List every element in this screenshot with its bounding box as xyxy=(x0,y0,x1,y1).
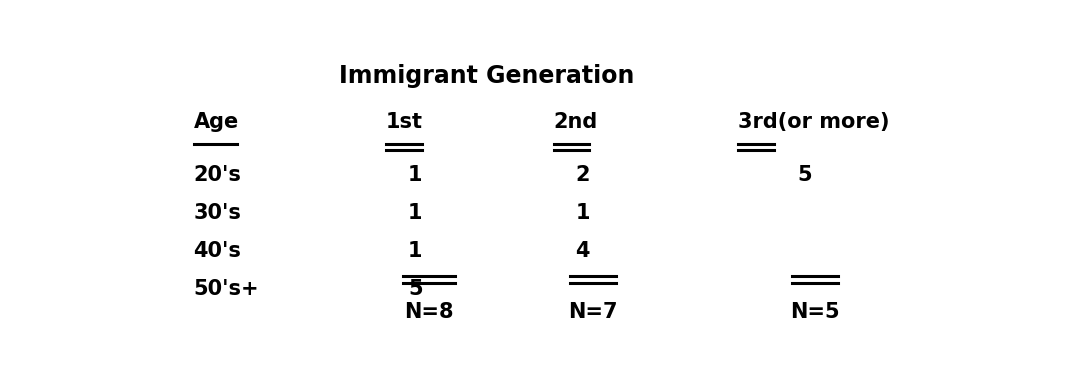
Text: Age: Age xyxy=(193,112,239,131)
Text: 30's: 30's xyxy=(193,203,242,223)
Text: 1: 1 xyxy=(576,203,590,223)
Text: 3rd(or more): 3rd(or more) xyxy=(738,112,889,131)
Text: 1: 1 xyxy=(408,241,422,261)
Text: 20's: 20's xyxy=(193,165,242,185)
Text: 40's: 40's xyxy=(193,241,242,261)
Text: 2: 2 xyxy=(576,165,590,185)
Text: N=8: N=8 xyxy=(404,302,454,322)
Text: 4: 4 xyxy=(576,241,590,261)
Text: 50's+: 50's+ xyxy=(193,279,259,299)
Text: 2nd: 2nd xyxy=(554,112,597,131)
Text: 5: 5 xyxy=(408,279,422,299)
Text: N=7: N=7 xyxy=(568,302,618,322)
Text: N=5: N=5 xyxy=(791,302,840,322)
Text: Immigrant Generation: Immigrant Generation xyxy=(339,64,634,87)
Text: 5: 5 xyxy=(797,165,812,185)
Text: 1: 1 xyxy=(408,203,422,223)
Text: 1st: 1st xyxy=(387,112,423,131)
Text: 1: 1 xyxy=(408,165,422,185)
